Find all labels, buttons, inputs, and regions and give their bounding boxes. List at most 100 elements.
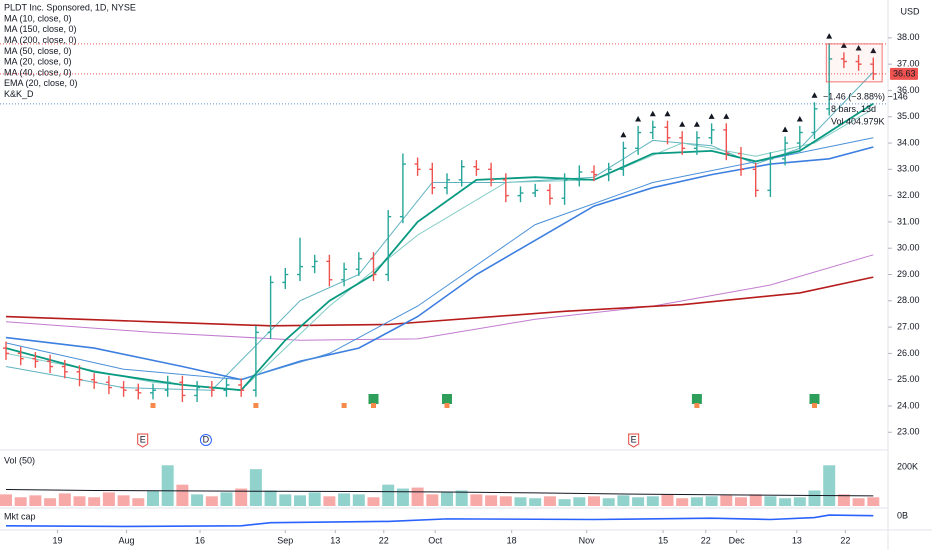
volume-bar (0, 494, 12, 506)
y-tick-label: 200K (897, 462, 918, 472)
volume-bar (323, 496, 336, 506)
y-tick-label: 36.00 (897, 85, 920, 95)
x-tick-label: Oct (428, 535, 443, 545)
volume-bar (29, 495, 42, 506)
volume-bar (264, 490, 277, 506)
volume-bar (705, 496, 718, 506)
volume-bar (235, 488, 248, 506)
y-tick-label: 0B (897, 511, 908, 521)
x-tick-label: 18 (507, 535, 517, 545)
y-tick-label: 27.00 (897, 321, 920, 331)
volume-bar (191, 494, 204, 506)
last-price-tag (890, 67, 918, 80)
volume-bar (455, 490, 468, 506)
y-tick-label: 29.00 (897, 269, 920, 279)
indicator-legend: MA (20, close, 0) (4, 57, 72, 67)
x-tick-label: 15 (658, 535, 668, 545)
signal-triangle (855, 44, 862, 51)
measure-box (825, 43, 883, 83)
x-tick-label: 19 (52, 535, 62, 545)
volume-bar (485, 495, 498, 506)
volume-bar (147, 490, 159, 506)
x-tick-label: Aug (119, 535, 135, 545)
x-tick-label: 16 (195, 535, 205, 545)
volume-bar (44, 498, 57, 506)
volume-bar (249, 469, 262, 506)
volume-bar (441, 492, 453, 506)
volume-bar (58, 493, 71, 506)
moving-average (5, 146, 874, 381)
volume-bar (88, 497, 101, 506)
volume-bar (132, 498, 145, 506)
y-tick-label: 33.00 (897, 164, 920, 174)
volume-bar (543, 496, 556, 506)
volume-bar (426, 494, 439, 506)
signal-square (341, 403, 347, 408)
indicator-legend: MA (40, close, 0) (4, 67, 72, 77)
volume-bar (411, 487, 424, 506)
x-tick-label: Dec (729, 535, 746, 545)
y-tick-label: 23.00 (897, 427, 920, 437)
volume-bar (205, 496, 218, 506)
signal-triangle (664, 110, 671, 117)
moving-average (5, 254, 874, 341)
volume-bar (676, 498, 689, 506)
indicator-legend: MA (150, close, 0) (4, 24, 77, 34)
event-label: E (631, 434, 637, 444)
indicator-legend: K&K_D (4, 89, 34, 99)
x-tick-label: Sep (277, 535, 293, 545)
y-tick-label: 31.00 (897, 216, 920, 226)
volume-bar (367, 497, 380, 506)
volume-bar (308, 492, 321, 506)
volume-bar (588, 496, 600, 506)
volume-bar (823, 465, 836, 506)
x-tick-label: 13 (330, 535, 340, 545)
signal-triangle (693, 121, 700, 127)
volume-bar (279, 494, 292, 506)
mktcap-legend: Mkt cap (4, 511, 36, 521)
signal-square (253, 403, 259, 408)
y-tick-label: 34.00 (897, 137, 920, 147)
volume-bar (749, 494, 762, 506)
event-label: E (140, 434, 146, 444)
signal-square (442, 394, 452, 404)
signal-triangle (782, 126, 789, 132)
measure-label: −1.46 (−3.88%) −146 (823, 91, 908, 101)
signal-triangle (679, 121, 686, 127)
indicator-legend: MA (10, close, 0) (4, 13, 72, 23)
signal-triangle (635, 115, 642, 122)
volume-bar (646, 496, 659, 506)
volume-bar (470, 494, 483, 506)
moving-average (5, 137, 874, 381)
signal-triangle (723, 113, 730, 119)
signal-triangle (811, 92, 818, 98)
volume-bar (73, 496, 86, 506)
signal-triangle (870, 47, 877, 54)
volume-bar (514, 497, 527, 506)
chart-title: PLDT Inc. Sponsored, 1D, NYSE (4, 2, 136, 12)
volume-bar (14, 497, 27, 506)
y-tick-label: 25.00 (897, 374, 920, 384)
volume-bar (720, 495, 733, 506)
volume-bar (161, 465, 174, 506)
volume-bar (632, 497, 645, 506)
moving-average (5, 276, 874, 327)
volume-legend: Vol (50) (4, 455, 35, 465)
signal-triangle (826, 33, 833, 39)
volume-bar (117, 495, 130, 506)
event-marker (137, 433, 149, 448)
x-tick-label: Nov (579, 535, 596, 545)
signal-triangle (796, 115, 803, 122)
axis-unit: USD (900, 6, 920, 16)
signal-square (444, 403, 450, 408)
volume-bar (382, 484, 395, 506)
volume-bar (837, 494, 850, 506)
volume-bar (793, 497, 806, 506)
volume-bar (661, 494, 674, 506)
y-tick-label: 24.00 (897, 400, 920, 410)
indicator-legend: EMA (20, close, 0) (4, 78, 78, 88)
volume-bar (852, 498, 865, 506)
volume-bar (529, 498, 542, 506)
